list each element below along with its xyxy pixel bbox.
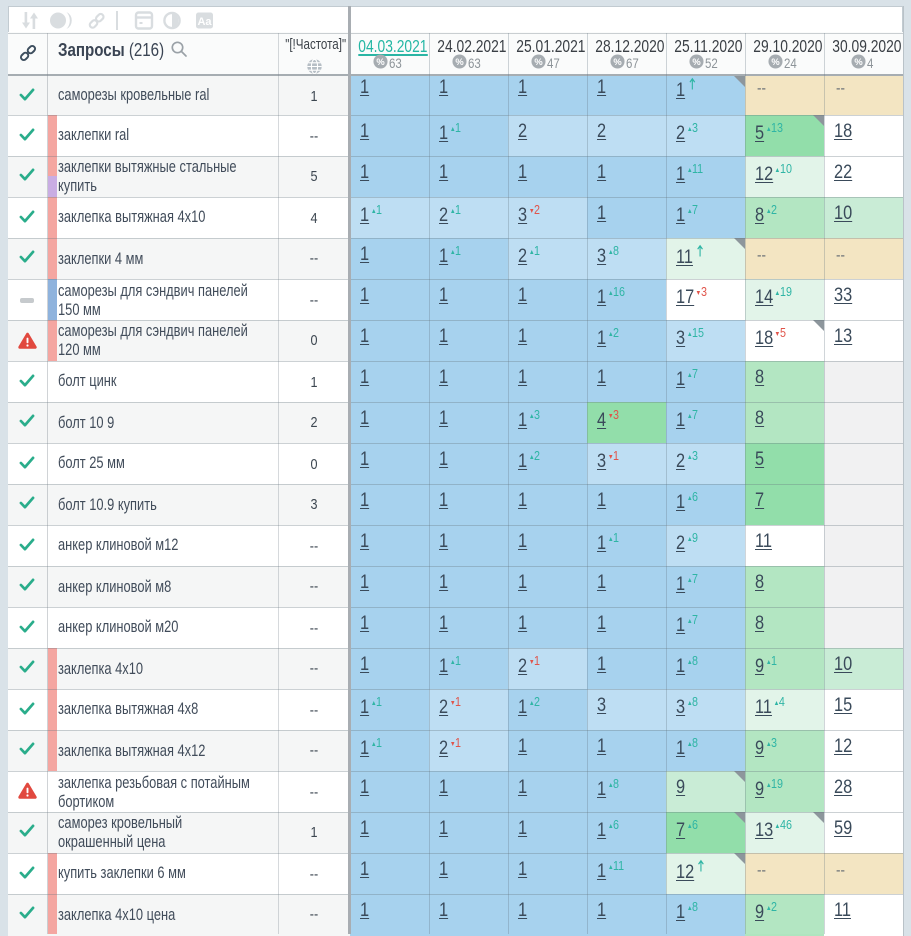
svg-text:%: %	[771, 57, 780, 67]
svg-text:Aa: Aa	[197, 16, 212, 28]
svg-text:%: %	[455, 57, 464, 67]
svg-text:%: %	[854, 57, 863, 67]
svg-text:%: %	[376, 57, 385, 67]
svg-text:%: %	[692, 57, 701, 67]
svg-text:%: %	[534, 57, 543, 67]
svg-text:%: %	[613, 57, 622, 67]
